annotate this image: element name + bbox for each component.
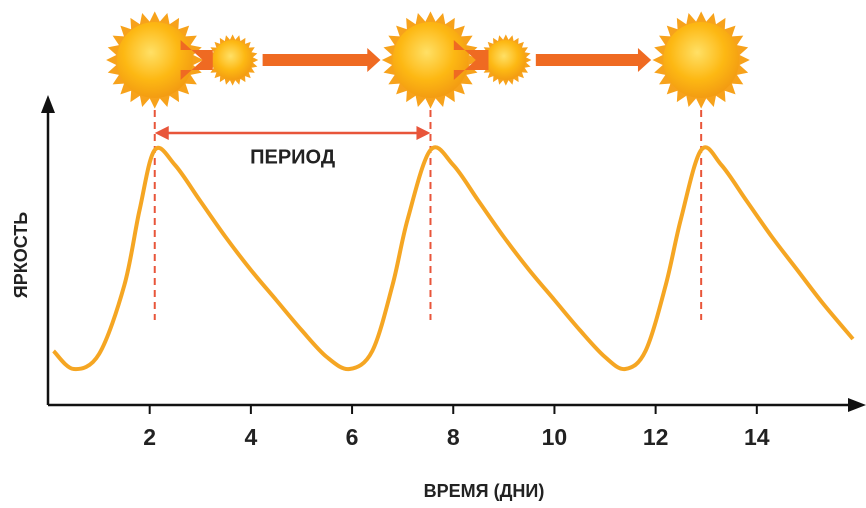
x-axis-label: ВРЕМЯ (ДНИ) bbox=[424, 481, 545, 501]
star-body bbox=[663, 22, 739, 98]
star bbox=[106, 11, 203, 108]
light-curve bbox=[54, 147, 853, 369]
y-axis-label: ЯРКОСТЬ bbox=[11, 212, 31, 298]
x-tick-label: 10 bbox=[542, 424, 568, 450]
decorations bbox=[106, 11, 750, 320]
star-body bbox=[213, 40, 253, 80]
x-tick-label: 12 bbox=[643, 424, 669, 450]
x-tick-label: 6 bbox=[346, 424, 359, 450]
x-tick-label: 4 bbox=[244, 424, 257, 450]
star-body bbox=[486, 40, 526, 80]
x-tick-label: 14 bbox=[744, 424, 770, 450]
chart: ЯРКОСТЬ ВРЕМЯ (ДНИ) 2 4 6 8 10 12 14 ПЕРИОД bbox=[0, 0, 866, 508]
x-axis-arrow bbox=[848, 398, 866, 412]
star-body bbox=[392, 22, 468, 98]
y-axis-arrow bbox=[41, 95, 55, 113]
period-arrowhead bbox=[416, 126, 430, 140]
arrow bbox=[536, 48, 651, 72]
star bbox=[207, 34, 258, 85]
x-tick-label: 2 bbox=[143, 424, 156, 450]
period-arrowhead bbox=[155, 126, 169, 140]
star-body bbox=[117, 22, 193, 98]
x-tick-label: 8 bbox=[447, 424, 460, 450]
arrow bbox=[263, 48, 381, 72]
star bbox=[382, 11, 479, 108]
star bbox=[653, 11, 750, 108]
period-label: ПЕРИОД bbox=[250, 146, 335, 168]
